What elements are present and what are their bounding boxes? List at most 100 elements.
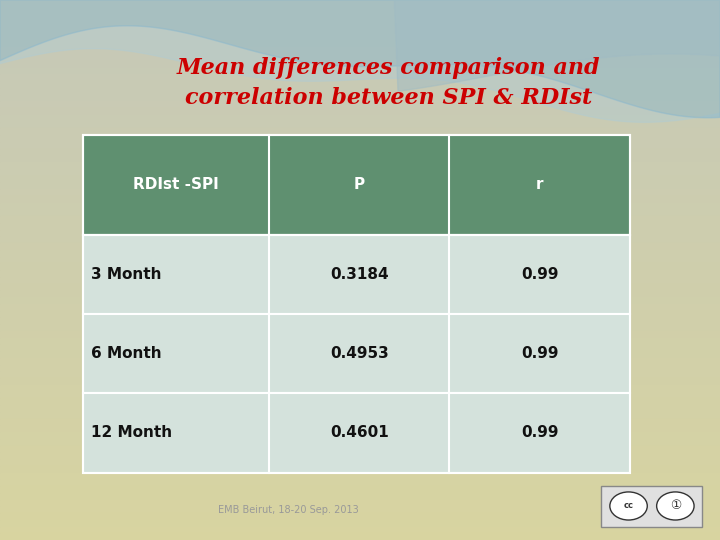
Bar: [0, 162, 720, 168]
Bar: [0, 68, 720, 74]
Bar: [0, 47, 720, 54]
Bar: [0, 122, 720, 128]
Bar: [0, 102, 720, 108]
Bar: [0, 256, 720, 263]
Bar: [0, 156, 720, 162]
Bar: [83, 135, 630, 234]
Bar: [0, 243, 720, 249]
Text: EMB Beirut, 18-20 Sep. 2013: EMB Beirut, 18-20 Sep. 2013: [217, 505, 359, 515]
Text: r: r: [536, 177, 544, 192]
Bar: [0, 432, 720, 438]
Bar: [0, 202, 720, 209]
Bar: [0, 135, 720, 141]
Bar: [83, 234, 630, 314]
Text: ①: ①: [670, 500, 681, 512]
Bar: [0, 500, 720, 507]
Bar: [0, 345, 720, 351]
Bar: [0, 426, 720, 432]
Bar: [0, 148, 720, 156]
Bar: [0, 222, 720, 230]
Bar: [0, 20, 720, 27]
Bar: [0, 108, 720, 115]
Bar: [0, 54, 720, 60]
Text: 0.99: 0.99: [521, 346, 559, 361]
Bar: [0, 291, 720, 297]
Text: 0.99: 0.99: [521, 267, 559, 282]
Bar: [0, 438, 720, 445]
Bar: [0, 324, 720, 330]
Bar: [83, 314, 630, 393]
Bar: [0, 237, 720, 243]
Bar: [0, 480, 720, 486]
Text: Mean differences comparison and
correlation between SPI & RDIst: Mean differences comparison and correlat…: [177, 57, 600, 109]
Text: 0.4601: 0.4601: [330, 426, 389, 440]
Bar: [0, 168, 720, 176]
Bar: [0, 384, 720, 391]
Text: 0.4953: 0.4953: [330, 346, 389, 361]
Bar: [0, 405, 720, 411]
Bar: [0, 189, 720, 195]
Bar: [0, 176, 720, 183]
Text: 0.99: 0.99: [521, 426, 559, 440]
Bar: [0, 141, 720, 149]
Bar: [0, 195, 720, 202]
Bar: [0, 40, 720, 47]
Bar: [0, 507, 720, 513]
Bar: [0, 446, 720, 453]
Bar: [0, 249, 720, 256]
Bar: [0, 534, 720, 540]
Bar: [0, 465, 720, 472]
Bar: [0, 284, 720, 291]
Bar: [0, 128, 720, 135]
Bar: [0, 459, 720, 465]
Bar: [0, 6, 720, 14]
Bar: [0, 94, 720, 102]
Bar: [0, 297, 720, 303]
Text: 12 Month: 12 Month: [91, 426, 173, 440]
Bar: [83, 135, 630, 472]
Bar: [0, 270, 720, 276]
Bar: [0, 351, 720, 357]
Bar: [0, 74, 720, 81]
Bar: [0, 310, 720, 317]
Bar: [0, 14, 720, 20]
Bar: [0, 358, 720, 365]
Bar: [0, 60, 720, 68]
Bar: [83, 393, 630, 472]
Bar: [0, 27, 720, 33]
Text: cc: cc: [624, 502, 634, 510]
Bar: [0, 338, 720, 345]
Bar: [0, 486, 720, 492]
Bar: [0, 183, 720, 189]
Bar: [0, 493, 720, 500]
Bar: [0, 303, 720, 310]
Bar: [0, 399, 720, 405]
FancyBboxPatch shape: [601, 486, 702, 526]
Bar: [0, 519, 720, 526]
Bar: [0, 378, 720, 384]
Bar: [0, 364, 720, 372]
Text: 0.3184: 0.3184: [330, 267, 389, 282]
Text: P: P: [354, 177, 365, 192]
Bar: [0, 0, 720, 6]
Bar: [0, 526, 720, 534]
Bar: [0, 372, 720, 378]
Bar: [0, 263, 720, 270]
Bar: [0, 230, 720, 237]
Bar: [0, 452, 720, 459]
Circle shape: [657, 492, 694, 520]
Bar: [0, 33, 720, 40]
Bar: [0, 392, 720, 399]
Text: 3 Month: 3 Month: [91, 267, 162, 282]
Bar: [0, 330, 720, 338]
Bar: [0, 418, 720, 426]
Circle shape: [610, 492, 647, 520]
Bar: [0, 317, 720, 324]
Bar: [0, 411, 720, 418]
Bar: [0, 209, 720, 216]
Bar: [0, 115, 720, 122]
Bar: [0, 276, 720, 284]
Text: RDIst -SPI: RDIst -SPI: [133, 177, 219, 192]
Bar: [0, 216, 720, 222]
Bar: [0, 472, 720, 480]
